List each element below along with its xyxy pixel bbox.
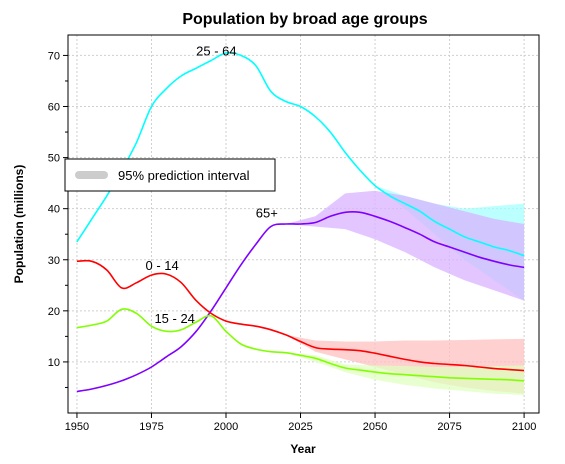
y-tick-label: 10 xyxy=(48,357,60,369)
plot-frame xyxy=(67,34,540,414)
line-65 xyxy=(76,210,525,393)
y-tick-label: 70 xyxy=(48,50,60,62)
line-0-14 xyxy=(76,259,525,372)
x-tick-label: 2050 xyxy=(363,421,387,433)
x-tick-label: 2025 xyxy=(288,421,312,433)
y-tick-label: 20 xyxy=(48,306,60,318)
y-tick-label: 50 xyxy=(48,153,60,165)
y-axis-label: Population (millions) xyxy=(12,165,26,284)
label-65: 65+ xyxy=(256,205,278,220)
x-tick-label: 2100 xyxy=(512,421,536,433)
line-25-64 xyxy=(76,51,525,257)
chart-title: Population by broad age groups xyxy=(182,11,427,28)
line-15-24 xyxy=(76,308,525,382)
y-tick-label: 60 xyxy=(48,102,60,114)
x-tick-label: 2075 xyxy=(437,421,461,433)
label-0-14: 0 - 14 xyxy=(146,258,179,273)
label-15-24: 15 - 24 xyxy=(154,311,194,326)
legend-label: 95% prediction interval xyxy=(118,168,250,183)
x-tick-label: 1950 xyxy=(65,421,89,433)
axis-ticks: 1950 1975 2000 2025 2050 2075 2100 10 20 30 40 50 60… xyxy=(48,50,537,433)
label-25-64: 25 - 64 xyxy=(196,43,236,58)
series-labels: 25 - 64 65+ 0 - 14 15 - 24 xyxy=(146,43,278,326)
y-tick-label: 30 xyxy=(48,255,60,267)
y-tick-label: 40 xyxy=(48,204,60,216)
legend: 95% prediction interval xyxy=(64,158,276,192)
prediction-bands xyxy=(285,101,525,396)
x-axis-label: Year xyxy=(290,442,316,456)
series-lines xyxy=(76,51,525,393)
band-65 xyxy=(285,190,525,301)
x-tick-label: 2000 xyxy=(214,421,238,433)
x-tick-label: 1975 xyxy=(139,421,163,433)
